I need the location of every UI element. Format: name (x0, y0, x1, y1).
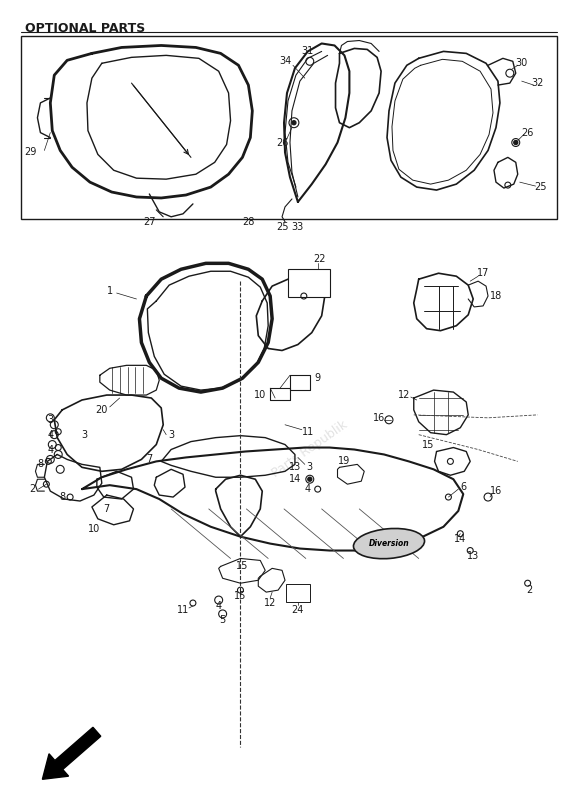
Text: 11: 11 (302, 426, 314, 437)
Text: 4: 4 (47, 445, 53, 454)
Text: 11: 11 (177, 605, 189, 615)
Text: 16: 16 (373, 413, 385, 423)
Text: 10: 10 (254, 390, 266, 400)
Text: 20: 20 (96, 405, 108, 415)
Text: 9: 9 (315, 374, 321, 383)
Text: 2: 2 (29, 484, 36, 494)
Text: 7: 7 (104, 504, 110, 514)
Text: Diversion: Diversion (369, 539, 409, 548)
Text: 3: 3 (47, 415, 53, 425)
Text: 3: 3 (168, 430, 174, 440)
Bar (286, 584, 310, 602)
Text: 12: 12 (264, 598, 276, 608)
Text: 31: 31 (302, 46, 314, 57)
Text: 3: 3 (307, 462, 313, 472)
Circle shape (514, 141, 518, 145)
Text: 7: 7 (146, 454, 153, 465)
Bar (21, 35, 557, 218)
Text: 13: 13 (289, 462, 301, 472)
Text: 14: 14 (454, 534, 467, 544)
Text: 10: 10 (88, 524, 100, 534)
Text: 18: 18 (490, 291, 502, 301)
Text: 25: 25 (276, 222, 288, 232)
Text: 33: 33 (292, 222, 304, 232)
Text: 22: 22 (313, 254, 326, 264)
Circle shape (308, 478, 312, 482)
Text: 6: 6 (460, 482, 466, 492)
Text: 13: 13 (467, 551, 479, 562)
Circle shape (292, 121, 296, 125)
Text: 34: 34 (279, 56, 291, 66)
Text: Parts Republik: Parts Republik (270, 418, 350, 481)
Text: 32: 32 (532, 78, 544, 88)
Text: 29: 29 (24, 147, 37, 158)
Text: 14: 14 (289, 474, 301, 484)
Text: 3: 3 (81, 430, 87, 440)
Text: 23: 23 (294, 274, 306, 284)
Text: 16: 16 (490, 486, 502, 496)
Text: 30: 30 (515, 58, 528, 68)
Text: 15: 15 (422, 439, 435, 450)
Text: 27: 27 (143, 217, 156, 226)
Text: 28: 28 (242, 217, 254, 226)
Text: 4: 4 (305, 484, 311, 494)
Text: 26: 26 (276, 138, 288, 147)
Text: 1: 1 (107, 286, 113, 296)
Text: 8: 8 (37, 459, 44, 470)
Text: 24: 24 (292, 605, 304, 615)
Text: 25: 25 (534, 182, 547, 192)
Text: 4: 4 (47, 430, 53, 440)
Text: 15: 15 (236, 562, 249, 571)
Text: 5: 5 (219, 615, 226, 625)
FancyArrow shape (42, 727, 101, 779)
Text: 2: 2 (526, 585, 533, 595)
Text: OPTIONAL PARTS: OPTIONAL PARTS (25, 22, 145, 34)
Ellipse shape (354, 529, 425, 558)
Text: 15: 15 (234, 591, 247, 601)
Bar (288, 270, 329, 297)
Text: 8: 8 (59, 492, 65, 502)
Text: 4: 4 (216, 601, 222, 611)
Text: 12: 12 (398, 390, 410, 400)
Text: 26: 26 (521, 128, 534, 138)
Text: 17: 17 (477, 268, 489, 278)
Text: 19: 19 (338, 456, 351, 466)
